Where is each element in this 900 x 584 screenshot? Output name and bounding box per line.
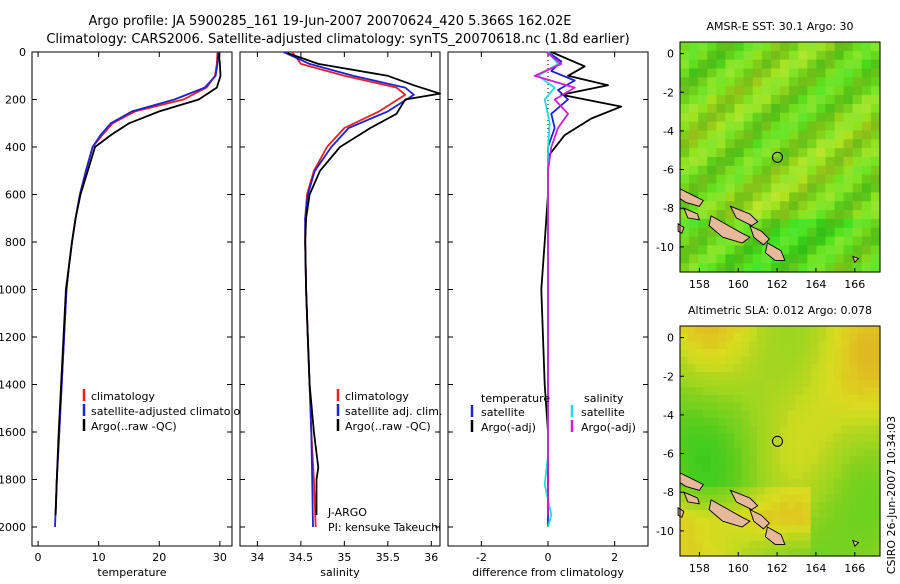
- legend-label: satellite-adjusted climatology: [91, 405, 254, 418]
- island-shape: [683, 207, 701, 221]
- annotation-pi: PI: kensuke Takeuchi: [328, 521, 441, 534]
- series-line: [287, 52, 441, 516]
- map-x-tick-label: 166: [844, 562, 865, 575]
- legend-header: temperature: [481, 392, 550, 405]
- legend-label: Argo(-adj): [481, 421, 536, 434]
- map-x-tick-label: 160: [728, 562, 749, 575]
- island-shape: [729, 489, 759, 511]
- x-tick-label: 30: [213, 551, 227, 564]
- chart-diff: -2 0 2 difference from climatology temperatu…: [447, 51, 649, 579]
- map-y-tick-label: 0: [667, 332, 674, 345]
- island-shape: [764, 242, 786, 261]
- map-y-tick-label: -10: [656, 241, 674, 254]
- argo-location-marker: [771, 151, 783, 163]
- island-shape: [764, 526, 786, 545]
- island-shape: [852, 539, 860, 548]
- island-shape: [852, 255, 860, 264]
- island-shape: [708, 499, 751, 528]
- y-tick-label: 2000: [0, 521, 26, 534]
- chart-temp: 0 10 20 30 0 200 400 600 800 1000 1200 1400 1600 1800…: [0, 46, 254, 579]
- y-tick-label: 600: [5, 189, 26, 202]
- satellite-maps: AMSR-E SST: 30.1 Argo: 30 158 160 162 164 166…: [656, 20, 881, 575]
- map-y-tick-label: -6: [663, 164, 674, 177]
- map-x-tick-label: 160: [728, 278, 749, 291]
- map-sla: Altimetric SLA: 0.012 Argo: 0.078 158 160 1…: [656, 304, 881, 575]
- island-shape: [708, 215, 751, 244]
- plot-frame: [239, 51, 441, 547]
- plot-frame: [31, 51, 233, 547]
- legend-label: Argo(..raw -QC): [345, 420, 431, 433]
- map-title: Altimetric SLA: 0.012 Argo: 0.078: [688, 304, 872, 317]
- x-tick-label: 0: [545, 551, 552, 564]
- map-x-tick-label: 164: [805, 278, 826, 291]
- legend-label: Argo(..raw -QC): [91, 420, 177, 433]
- map-y-tick-label: 0: [667, 48, 674, 61]
- map-x-tick-label: 162: [767, 278, 788, 291]
- legend-label: satellite adj. clim.: [345, 405, 442, 418]
- legend-label: climatology: [345, 390, 409, 403]
- legend-label: satellite: [481, 406, 525, 419]
- x-tick-label: 34: [250, 551, 264, 564]
- map-y-tick-label: -2: [663, 370, 674, 383]
- x-axis-label: salinity: [320, 566, 360, 579]
- y-tick-label: 1800: [0, 474, 26, 487]
- y-tick-label: 1400: [0, 379, 26, 392]
- legend-label: climatology: [91, 390, 155, 403]
- series-line: [54, 53, 222, 516]
- island-shape: [683, 491, 701, 505]
- csiro-timestamp: CSIRO 26-Jun-2007 10:34:03: [885, 416, 898, 574]
- legend-label: Argo(-adj): [581, 421, 636, 434]
- chart-sal: 34 34.5 35 35.5 36 salinity climatology satelli…: [239, 51, 442, 579]
- x-tick-label: 34.5: [289, 551, 314, 564]
- map-x-tick-label: 162: [767, 562, 788, 575]
- x-tick-label: -2: [476, 551, 487, 564]
- legend-header: salinity: [584, 392, 624, 405]
- map-sst: AMSR-E SST: 30.1 Argo: 30 158 160 162 164 166…: [656, 20, 881, 291]
- map-frame: [679, 41, 881, 273]
- y-tick-label: 800: [5, 236, 26, 249]
- figure-title-line2: Climatology: CARS2006. Satellite-adjuste…: [46, 32, 629, 47]
- map-x-tick-label: 158: [689, 562, 710, 575]
- map-y-tick-label: -10: [656, 525, 674, 538]
- y-tick-label: 1600: [0, 426, 26, 439]
- legend-label: satellite: [581, 406, 625, 419]
- map-y-tick-label: -8: [663, 486, 674, 499]
- map-color-field: [680, 42, 881, 273]
- map-frame: [679, 325, 881, 557]
- figure-title-line1: Argo profile: JA 5900285_161 19-Jun-2007…: [89, 14, 572, 29]
- island-shape: [729, 205, 759, 227]
- x-axis-label: temperature: [97, 566, 166, 579]
- map-color-field: [680, 326, 881, 557]
- map-x-tick-label: 166: [844, 278, 865, 291]
- y-tick-label: 0: [19, 46, 26, 59]
- map-y-tick-label: -8: [663, 202, 674, 215]
- map-x-tick-label: 158: [689, 278, 710, 291]
- map-title: AMSR-E SST: 30.1 Argo: 30: [706, 20, 853, 33]
- x-tick-label: 36: [424, 551, 438, 564]
- series-line: [533, 51, 576, 516]
- x-tick-label: 20: [152, 551, 166, 564]
- y-tick-label: 200: [5, 94, 26, 107]
- x-tick-label: 0: [35, 551, 42, 564]
- map-y-tick-label: -2: [663, 86, 674, 99]
- x-axis-label: difference from climatology: [472, 566, 624, 579]
- y-tick-label: 400: [5, 141, 26, 154]
- argo-location-marker: [771, 435, 783, 447]
- x-tick-label: 35.5: [376, 551, 401, 564]
- map-x-tick-label: 164: [805, 562, 826, 575]
- x-tick-label: 35: [337, 551, 351, 564]
- annotation-project: J-ARGO: [327, 506, 367, 519]
- island-shape: [749, 508, 770, 530]
- x-tick-label: 10: [92, 551, 106, 564]
- map-y-tick-label: -6: [663, 448, 674, 461]
- island-shape: [749, 224, 770, 246]
- map-y-tick-label: -4: [663, 125, 674, 138]
- profile-charts: 0 10 20 30020040060080010001200140016001800…: [0, 46, 649, 579]
- y-tick-label: 1000: [0, 284, 26, 297]
- map-y-tick-label: -4: [663, 409, 674, 422]
- y-tick-label: 1200: [0, 331, 26, 344]
- x-tick-label: 2: [611, 551, 618, 564]
